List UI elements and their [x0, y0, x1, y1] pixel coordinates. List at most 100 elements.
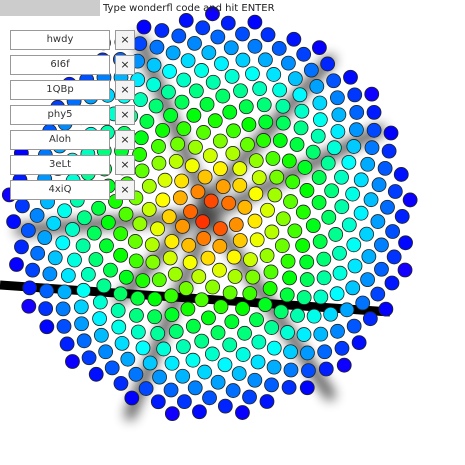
- dot: [349, 105, 365, 120]
- dot: [21, 298, 37, 314]
- dot: [238, 99, 254, 115]
- dot: [323, 306, 339, 322]
- dot: [113, 247, 129, 263]
- dot: [128, 366, 144, 382]
- dot: [76, 333, 92, 349]
- dot: [324, 183, 340, 199]
- dot: [311, 170, 327, 185]
- code-input[interactable]: [0, 0, 100, 16]
- dot: [29, 207, 45, 223]
- close-button[interactable]: ×: [115, 105, 135, 125]
- dot: [176, 72, 192, 88]
- close-button[interactable]: ×: [115, 180, 135, 200]
- dot: [303, 62, 319, 78]
- dot: [345, 280, 361, 296]
- dot: [292, 87, 308, 103]
- dot: [135, 340, 151, 356]
- code-field[interactable]: 4xiQ: [10, 180, 110, 200]
- dot: [197, 364, 213, 380]
- dot: [202, 390, 217, 406]
- dot: [181, 237, 197, 253]
- dot: [283, 194, 298, 209]
- dot: [247, 372, 263, 388]
- dot: [67, 252, 82, 268]
- dot: [286, 31, 302, 47]
- dot: [370, 286, 386, 302]
- dot: [188, 83, 204, 99]
- dot: [212, 238, 228, 254]
- dot: [156, 341, 172, 357]
- dot: [275, 211, 291, 227]
- dot: [215, 88, 231, 104]
- dot: [42, 266, 58, 282]
- dot: [351, 335, 367, 350]
- dot: [260, 202, 275, 218]
- dot: [154, 23, 170, 38]
- dot: [224, 314, 240, 330]
- dot: [227, 269, 243, 284]
- dot: [214, 56, 229, 72]
- close-button[interactable]: ×: [115, 55, 135, 75]
- dot: [256, 133, 271, 148]
- close-button[interactable]: ×: [115, 155, 135, 175]
- dot: [259, 248, 275, 263]
- dot: [39, 283, 55, 299]
- dot: [120, 351, 136, 367]
- code-field[interactable]: Aloh: [10, 130, 110, 150]
- dot: [91, 200, 107, 216]
- dot: [402, 192, 418, 208]
- dot: [243, 252, 258, 268]
- dot: [99, 238, 114, 254]
- close-button[interactable]: ×: [115, 80, 135, 100]
- dot: [305, 218, 321, 233]
- dot: [311, 195, 327, 210]
- close-button[interactable]: ×: [115, 130, 135, 150]
- dot: [155, 192, 171, 208]
- code-field[interactable]: 3eLt: [10, 155, 110, 175]
- dot: [190, 184, 206, 200]
- close-button[interactable]: ×: [115, 30, 135, 50]
- code-field[interactable]: 1QBp: [10, 80, 110, 100]
- dot: [195, 214, 211, 230]
- dot: [347, 258, 363, 274]
- dot: [149, 39, 165, 55]
- dot: [175, 339, 191, 355]
- dot: [326, 140, 342, 156]
- dot: [57, 284, 72, 300]
- dot: [294, 103, 310, 119]
- prompt-text: Type wonderfl code and hit ENTER: [103, 3, 275, 14]
- dot: [329, 286, 345, 302]
- dot: [332, 265, 348, 281]
- dot: [162, 250, 178, 266]
- dot: [386, 249, 402, 265]
- dot: [114, 335, 130, 351]
- dot: [360, 272, 375, 288]
- dot: [151, 155, 167, 171]
- dot: [184, 158, 200, 174]
- dot: [245, 66, 260, 82]
- dot: [118, 206, 134, 222]
- dot: [213, 161, 228, 177]
- code-field[interactable]: hwdy: [10, 30, 110, 50]
- dot: [197, 169, 213, 185]
- dot: [187, 380, 203, 396]
- dot: [258, 114, 274, 130]
- dot: [385, 224, 401, 239]
- dot: [290, 307, 305, 323]
- code-field[interactable]: 6I6f: [10, 55, 110, 75]
- dot: [362, 311, 378, 327]
- dot: [77, 210, 92, 226]
- dot: [381, 143, 397, 159]
- dot: [394, 209, 410, 224]
- dot: [232, 177, 248, 193]
- dot: [313, 289, 329, 305]
- dot: [293, 120, 309, 136]
- dot: [220, 15, 236, 31]
- code-field[interactable]: phy5: [10, 105, 110, 125]
- dot: [164, 355, 180, 371]
- dot: [346, 237, 362, 253]
- dot: [248, 186, 264, 202]
- dot: [264, 224, 280, 240]
- dot: [194, 292, 210, 308]
- dot: [242, 389, 257, 405]
